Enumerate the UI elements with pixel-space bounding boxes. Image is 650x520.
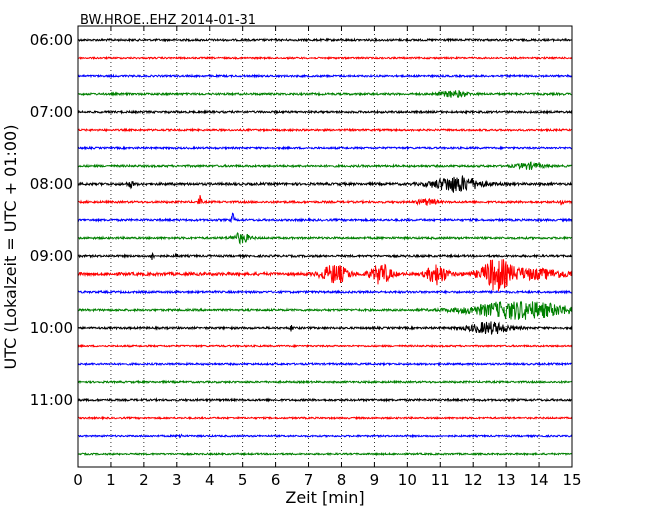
x-tick-label: 6 <box>271 471 281 489</box>
y-axis-label: UTC (Lokalzeit = UTC + 01:00) <box>1 125 20 370</box>
y-tick-labels: 06:00 07:00 08:00 09:00 10:00 11:00 <box>30 31 73 409</box>
grid-lines <box>110 26 540 467</box>
trace-line <box>77 300 573 320</box>
trace-line <box>77 145 573 151</box>
x-tick-label: 4 <box>205 471 215 489</box>
x-tick-label: 11 <box>431 471 450 489</box>
axis-ticks <box>77 26 573 467</box>
chart-title: BW.HROE..EHZ 2014-01-31 <box>80 13 256 28</box>
trace-line <box>77 90 573 98</box>
x-tick-label: 7 <box>304 471 314 489</box>
trace-line <box>77 109 573 115</box>
x-axis-label: Zeit [min] <box>285 488 364 507</box>
trace-line <box>77 259 573 292</box>
x-tick-label: 5 <box>238 471 248 489</box>
trace-line <box>77 289 573 295</box>
trace-line <box>77 343 573 349</box>
x-tick-label: 13 <box>497 471 516 489</box>
plot-frame <box>77 25 573 468</box>
trace-line <box>77 361 573 367</box>
y-tick-label: 11:00 <box>30 391 73 409</box>
trace-line <box>77 212 573 224</box>
y-tick-label: 10:00 <box>30 319 73 337</box>
trace-line <box>77 433 573 439</box>
x-tick-label: 10 <box>398 471 417 489</box>
trace-line <box>77 397 573 403</box>
trace-line <box>77 161 573 171</box>
trace-line <box>77 175 573 194</box>
x-tick-label: 1 <box>106 471 116 489</box>
trace-line <box>77 73 573 79</box>
x-tick-label: 15 <box>562 471 581 489</box>
x-tick-label: 8 <box>337 471 347 489</box>
x-tick-labels: 0 1 2 3 4 5 6 7 8 9 10 11 12 13 14 15 <box>73 471 581 489</box>
x-tick-label: 9 <box>370 471 380 489</box>
y-tick-label: 06:00 <box>30 31 73 49</box>
trace-line <box>77 321 573 335</box>
x-tick-label: 3 <box>172 471 182 489</box>
y-tick-label: 09:00 <box>30 247 73 265</box>
trace-line <box>77 127 573 133</box>
trace-line <box>77 232 573 245</box>
x-tick-label: 0 <box>73 471 83 489</box>
y-tick-label: 08:00 <box>30 175 73 193</box>
x-tick-label: 12 <box>464 471 483 489</box>
y-tick-label: 07:00 <box>30 103 73 121</box>
trace-line <box>77 451 573 457</box>
trace-line <box>77 251 573 260</box>
trace-line <box>77 194 573 207</box>
x-tick-label: 14 <box>530 471 549 489</box>
trace-line <box>77 55 573 61</box>
trace-line <box>77 379 573 385</box>
seismic-traces <box>77 37 573 457</box>
x-tick-label: 2 <box>139 471 149 489</box>
trace-line <box>77 37 573 43</box>
trace-line <box>77 415 573 421</box>
